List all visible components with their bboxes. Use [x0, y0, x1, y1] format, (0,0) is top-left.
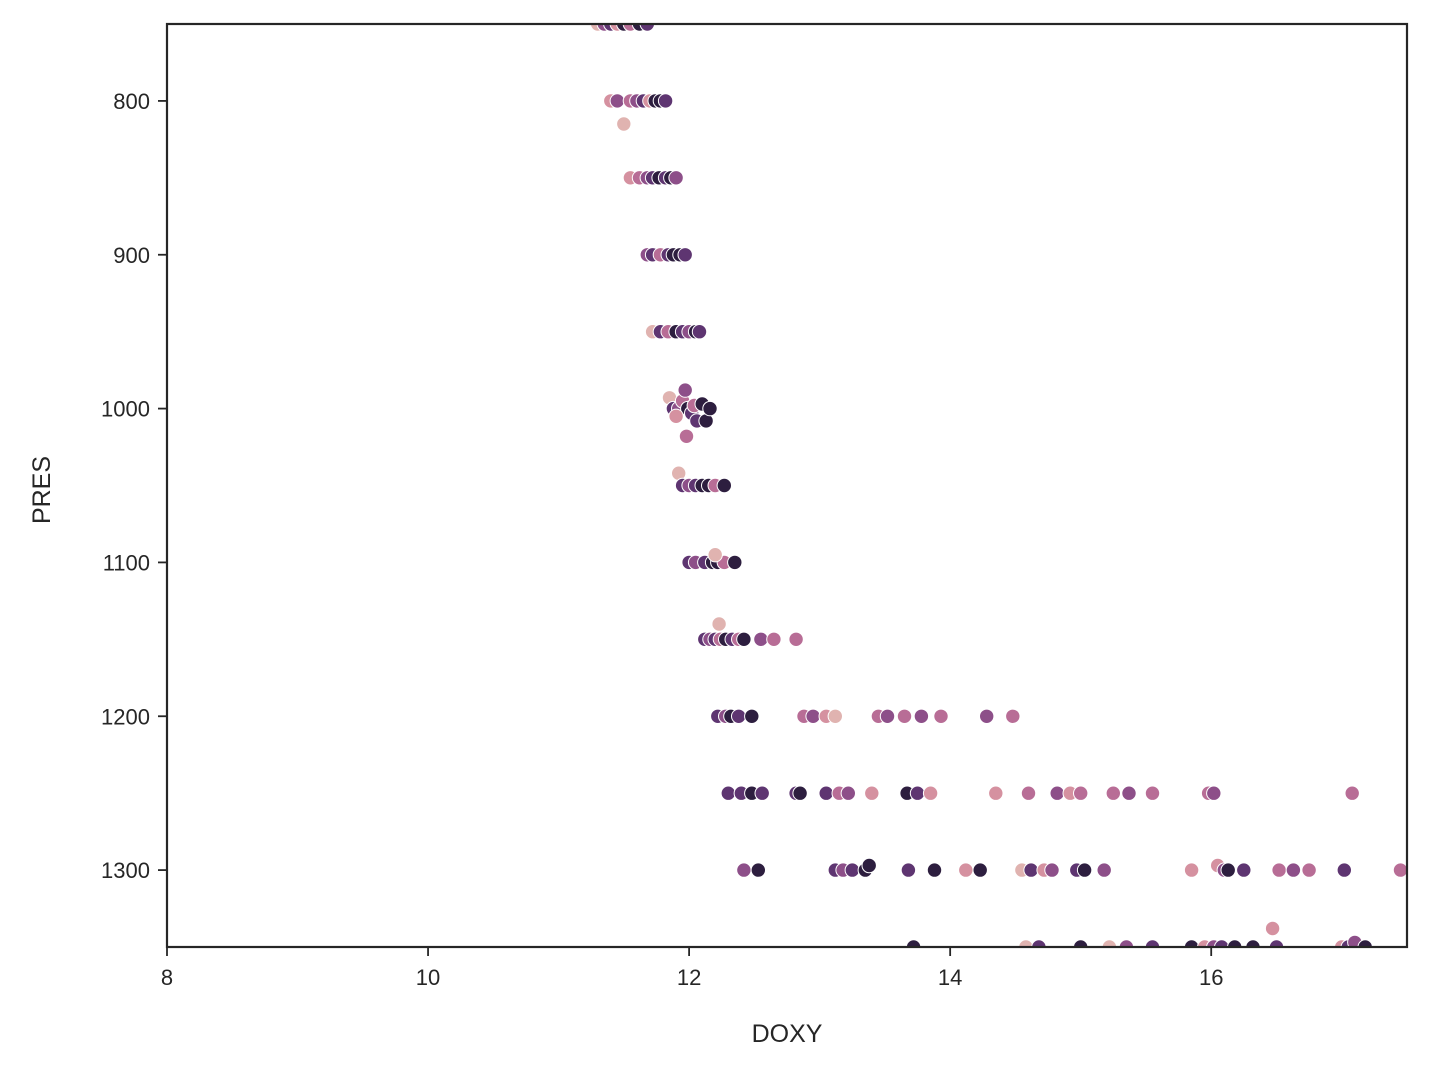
data-point [750, 862, 766, 878]
data-point [1236, 862, 1252, 878]
data-point [616, 116, 632, 132]
data-point [879, 708, 896, 724]
y-axis-label: PRES [28, 456, 56, 524]
data-point [913, 708, 930, 724]
data-point [736, 631, 752, 647]
data-point [840, 785, 856, 801]
data-point [716, 477, 732, 494]
data-point [1049, 785, 1065, 801]
data-point [1206, 785, 1222, 801]
data-point [827, 708, 843, 724]
x-tick-label: 8 [161, 965, 173, 990]
y-tick-label: 800 [113, 89, 150, 114]
x-axis: 8 10 12 14 16 [161, 947, 1223, 990]
data-point [766, 631, 782, 647]
data-point [677, 247, 693, 263]
data-point [707, 547, 723, 563]
data-point [1044, 862, 1060, 878]
data-point [744, 708, 760, 724]
data-point [1096, 862, 1112, 878]
data-point [677, 382, 693, 398]
data-point [736, 862, 752, 878]
data-point [988, 785, 1004, 801]
data-point [731, 708, 747, 724]
data-point [720, 785, 736, 801]
plot-frame [165, 22, 1409, 949]
data-point [1183, 862, 1200, 878]
data-point [788, 631, 804, 647]
data-point [958, 862, 974, 878]
data-point [1271, 862, 1287, 878]
x-axis-label: DOXY [752, 1020, 823, 1048]
data-point [754, 785, 770, 801]
data-point [1285, 862, 1302, 878]
x-tick-label: 12 [677, 965, 701, 990]
y-tick-label: 1100 [103, 550, 150, 575]
data-point [861, 857, 877, 874]
data-point [702, 400, 718, 417]
data-point [711, 616, 727, 632]
data-point [1121, 785, 1137, 801]
data-point [1264, 920, 1281, 937]
data-point [1076, 862, 1093, 878]
data-point [1020, 785, 1037, 801]
data-point [1144, 785, 1161, 801]
data-point [818, 785, 834, 801]
x-tick-label: 10 [416, 965, 440, 990]
data-point [691, 324, 708, 340]
data-point [1023, 862, 1039, 878]
data-point [792, 785, 808, 801]
data-point [1392, 862, 1407, 878]
y-tick-label: 1200 [101, 704, 150, 729]
data-point [805, 708, 821, 724]
y-tick-label: 1000 [101, 397, 150, 422]
data-point [639, 24, 655, 32]
data-point [1336, 862, 1353, 878]
data-point [657, 93, 674, 109]
data-point [678, 428, 695, 444]
data-point [909, 785, 926, 801]
x-tick-label: 16 [1199, 965, 1223, 990]
data-point [1005, 708, 1021, 724]
data-point [864, 785, 880, 801]
data-point [979, 708, 995, 724]
x-tick-label: 14 [938, 965, 962, 990]
data-point [1105, 785, 1122, 801]
data-point [1301, 862, 1317, 878]
data-point [972, 862, 988, 878]
data-point [922, 785, 939, 801]
data-point [1073, 785, 1089, 801]
data-point [753, 631, 769, 647]
data-point [668, 170, 684, 186]
data-point [609, 93, 625, 109]
data-point [727, 554, 743, 571]
data-point [668, 408, 684, 424]
y-tick-label: 1300 [101, 858, 150, 883]
data-point [900, 862, 917, 878]
y-axis: 800 900 1000 1100 1200 1300 [101, 89, 167, 883]
data-point [844, 862, 860, 878]
y-tick-label: 900 [113, 243, 150, 268]
data-point [896, 708, 913, 724]
data-points [590, 24, 1407, 947]
data-point [1220, 862, 1236, 878]
data-point [1344, 785, 1360, 801]
data-point [926, 862, 943, 878]
data-point [933, 708, 949, 724]
